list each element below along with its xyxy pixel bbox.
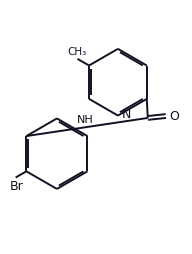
Text: NH: NH: [77, 116, 94, 125]
Text: Br: Br: [10, 180, 23, 193]
Text: O: O: [169, 109, 179, 122]
Text: N: N: [122, 108, 132, 121]
Text: CH₃: CH₃: [67, 46, 86, 57]
